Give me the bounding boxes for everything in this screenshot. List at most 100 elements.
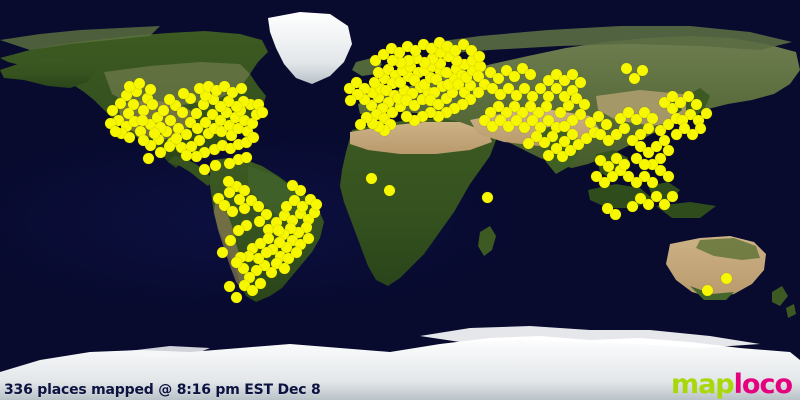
location-marker[interactable] — [386, 77, 398, 89]
location-marker[interactable] — [412, 66, 424, 78]
location-marker[interactable] — [230, 291, 242, 303]
location-marker[interactable] — [440, 106, 452, 118]
location-marker[interactable] — [522, 137, 534, 149]
location-marker[interactable] — [214, 114, 226, 126]
location-marker[interactable] — [564, 144, 576, 156]
location-marker[interactable] — [676, 114, 688, 126]
location-marker[interactable] — [254, 237, 266, 249]
location-marker[interactable] — [442, 78, 454, 90]
location-marker[interactable] — [233, 193, 245, 205]
location-marker[interactable] — [666, 102, 678, 114]
location-marker[interactable] — [566, 68, 578, 80]
location-marker[interactable] — [428, 86, 440, 98]
location-marker[interactable] — [260, 246, 272, 258]
location-marker[interactable] — [642, 198, 654, 210]
location-marker[interactable] — [636, 64, 648, 76]
location-marker[interactable] — [199, 116, 211, 128]
location-marker[interactable] — [634, 128, 646, 140]
location-marker[interactable] — [494, 114, 506, 126]
location-marker[interactable] — [658, 96, 670, 108]
location-marker[interactable] — [198, 146, 210, 158]
location-marker[interactable] — [294, 207, 306, 219]
maploco-logo[interactable]: maploco — [671, 371, 793, 398]
location-marker[interactable] — [508, 100, 520, 112]
location-marker[interactable] — [380, 84, 392, 96]
location-marker[interactable] — [256, 106, 268, 118]
location-marker[interactable] — [542, 114, 554, 126]
location-marker[interactable] — [254, 277, 266, 289]
location-marker[interactable] — [666, 90, 678, 102]
location-marker[interactable] — [518, 82, 530, 94]
location-marker[interactable] — [654, 124, 666, 136]
location-marker[interactable] — [232, 224, 244, 236]
location-marker[interactable] — [654, 152, 666, 164]
location-marker[interactable] — [358, 93, 370, 105]
location-marker[interactable] — [272, 224, 284, 236]
location-marker[interactable] — [558, 74, 570, 86]
location-marker[interactable] — [502, 82, 514, 94]
location-marker[interactable] — [473, 50, 485, 62]
location-marker[interactable] — [343, 82, 355, 94]
location-marker[interactable] — [175, 141, 187, 153]
location-marker[interactable] — [662, 144, 674, 156]
location-marker[interactable] — [278, 262, 290, 274]
location-marker[interactable] — [223, 157, 235, 169]
location-marker[interactable] — [151, 111, 163, 123]
location-marker[interactable] — [458, 86, 470, 98]
location-marker[interactable] — [602, 134, 614, 146]
location-marker[interactable] — [169, 99, 181, 111]
location-marker[interactable] — [278, 209, 290, 221]
location-marker[interactable] — [250, 108, 262, 120]
location-marker[interactable] — [662, 170, 674, 182]
location-marker[interactable] — [164, 114, 176, 126]
location-marker[interactable] — [235, 82, 247, 94]
location-marker[interactable] — [610, 128, 622, 140]
location-marker[interactable] — [351, 88, 363, 100]
location-marker[interactable] — [432, 110, 444, 122]
location-marker[interactable] — [372, 91, 384, 103]
location-marker[interactable] — [376, 102, 388, 114]
location-marker[interactable] — [286, 179, 298, 191]
location-marker[interactable] — [684, 108, 696, 120]
location-marker[interactable] — [492, 72, 504, 84]
location-marker[interactable] — [115, 127, 127, 139]
location-marker[interactable] — [416, 110, 428, 122]
location-marker[interactable] — [492, 100, 504, 112]
location-marker[interactable] — [418, 78, 430, 90]
location-marker[interactable] — [416, 93, 428, 105]
location-marker[interactable] — [654, 164, 666, 176]
location-marker[interactable] — [378, 124, 390, 136]
location-marker[interactable] — [440, 66, 452, 78]
location-marker[interactable] — [386, 106, 398, 118]
location-marker[interactable] — [642, 146, 654, 158]
location-marker[interactable] — [133, 77, 145, 89]
location-marker[interactable] — [690, 98, 702, 110]
location-marker[interactable] — [238, 202, 250, 214]
location-marker[interactable] — [409, 44, 421, 56]
location-marker[interactable] — [701, 284, 713, 296]
location-marker[interactable] — [400, 94, 412, 106]
location-marker[interactable] — [369, 54, 381, 66]
location-marker[interactable] — [123, 131, 135, 143]
location-marker[interactable] — [534, 82, 546, 94]
location-marker[interactable] — [430, 73, 442, 85]
location-marker[interactable] — [434, 46, 446, 58]
location-marker[interactable] — [270, 216, 282, 228]
location-marker[interactable] — [286, 234, 298, 246]
location-marker[interactable] — [114, 97, 126, 109]
location-marker[interactable] — [626, 134, 638, 146]
location-marker[interactable] — [460, 71, 472, 83]
location-marker[interactable] — [144, 118, 156, 130]
location-marker[interactable] — [524, 68, 536, 80]
location-marker[interactable] — [244, 98, 256, 110]
location-marker[interactable] — [524, 100, 536, 112]
location-marker[interactable] — [273, 236, 285, 248]
location-marker[interactable] — [208, 122, 220, 134]
location-marker[interactable] — [300, 221, 312, 233]
location-marker[interactable] — [510, 89, 522, 101]
location-marker[interactable] — [634, 192, 646, 204]
location-marker[interactable] — [128, 115, 140, 127]
location-marker[interactable] — [370, 108, 382, 120]
location-marker[interactable] — [478, 114, 490, 126]
location-marker[interactable] — [500, 64, 512, 76]
